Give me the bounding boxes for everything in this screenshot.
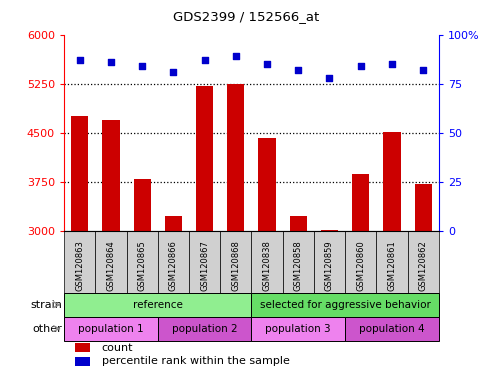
Bar: [103, 120, 119, 231]
Point: [419, 67, 427, 73]
Bar: [71, 116, 88, 231]
Bar: [415, 184, 432, 231]
Point: [170, 69, 177, 75]
Text: GSM120864: GSM120864: [106, 240, 115, 291]
Text: GSM120860: GSM120860: [356, 240, 365, 291]
Point: [201, 57, 209, 63]
Bar: [408, 231, 439, 293]
Bar: [64, 231, 95, 293]
Bar: [345, 317, 439, 341]
Bar: [189, 231, 220, 293]
Point: [76, 57, 84, 63]
Text: GSM120865: GSM120865: [138, 240, 146, 291]
Text: selected for aggressive behavior: selected for aggressive behavior: [260, 300, 430, 310]
Bar: [220, 231, 251, 293]
Bar: [134, 179, 151, 231]
Point: [388, 61, 396, 67]
Text: GSM120866: GSM120866: [169, 240, 178, 291]
Bar: [64, 317, 158, 341]
Bar: [127, 231, 158, 293]
Bar: [95, 231, 127, 293]
Bar: [158, 317, 251, 341]
Bar: [258, 138, 276, 231]
Bar: [64, 293, 251, 317]
Bar: [352, 174, 369, 231]
Bar: [384, 131, 400, 231]
Text: strain: strain: [31, 300, 63, 310]
Bar: [251, 293, 439, 317]
Bar: [165, 216, 182, 231]
Bar: [376, 231, 408, 293]
Point: [263, 61, 271, 67]
Text: GSM120861: GSM120861: [387, 240, 396, 291]
Bar: [345, 231, 376, 293]
Bar: [314, 231, 345, 293]
Bar: [251, 317, 345, 341]
Text: count: count: [102, 343, 133, 353]
Point: [232, 53, 240, 59]
Text: population 3: population 3: [265, 324, 331, 334]
Bar: [251, 231, 282, 293]
Bar: [282, 231, 314, 293]
Text: reference: reference: [133, 300, 183, 310]
Point: [107, 59, 115, 65]
Text: population 1: population 1: [78, 324, 144, 334]
Text: GSM120862: GSM120862: [419, 240, 427, 291]
Bar: [158, 231, 189, 293]
Text: GSM120859: GSM120859: [325, 240, 334, 291]
Point: [325, 75, 333, 81]
Bar: [75, 357, 90, 366]
Point: [294, 67, 302, 73]
Bar: [227, 84, 245, 231]
Text: population 2: population 2: [172, 324, 238, 334]
Text: GSM120858: GSM120858: [294, 240, 303, 291]
Bar: [290, 216, 307, 231]
Point: [357, 63, 365, 69]
Text: population 4: population 4: [359, 324, 425, 334]
Text: other: other: [33, 324, 63, 334]
Text: GSM120838: GSM120838: [263, 240, 272, 291]
Text: percentile rank within the sample: percentile rank within the sample: [102, 356, 289, 366]
Text: GDS2399 / 152566_at: GDS2399 / 152566_at: [174, 10, 319, 23]
Bar: [196, 86, 213, 231]
Text: GSM120868: GSM120868: [231, 240, 240, 291]
Text: GSM120863: GSM120863: [75, 240, 84, 291]
Text: GSM120867: GSM120867: [200, 240, 209, 291]
Bar: [75, 343, 90, 353]
Bar: [321, 230, 338, 231]
Point: [138, 63, 146, 69]
